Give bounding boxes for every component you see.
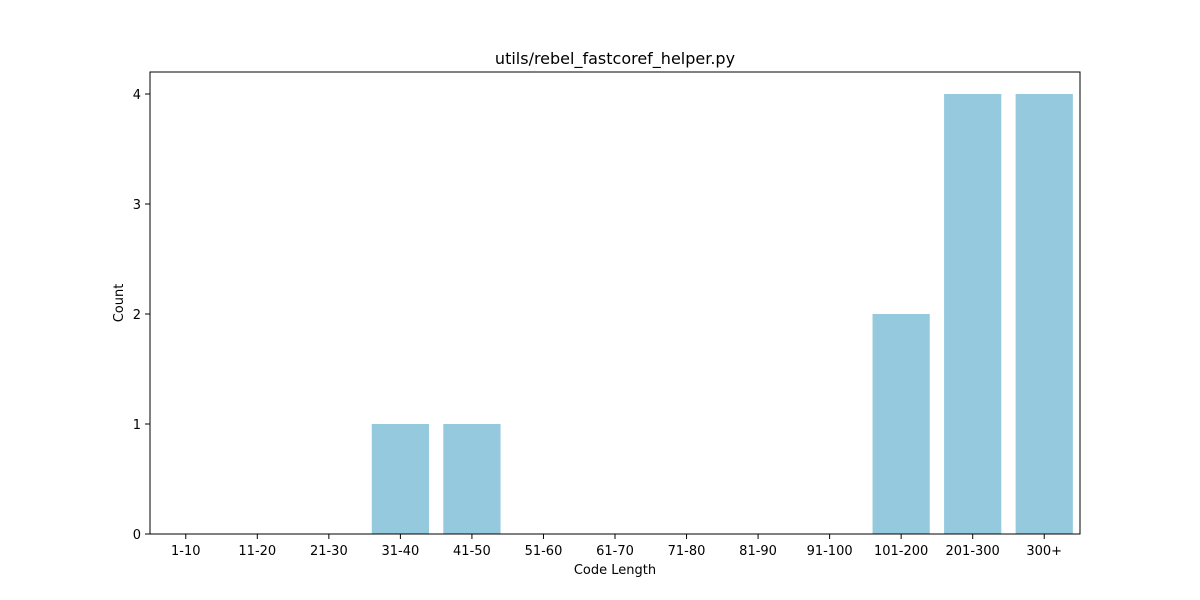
x-tick-label: 11-20 — [238, 544, 276, 559]
x-tick-label: 1-10 — [171, 544, 201, 559]
y-axis-label: Count — [112, 284, 127, 323]
x-tick-label: 101-200 — [874, 544, 928, 559]
x-tick-label: 71-80 — [668, 544, 706, 559]
x-axis-ticks: 1-10 11-20 21-30 31-40 41-50 51-60 61-70 71-80 8… — [171, 534, 1062, 559]
y-axis-ticks: 0 1 2 3 4 — [133, 88, 150, 543]
y-tick-label: 1 — [133, 418, 141, 433]
x-tick-label: 21-30 — [310, 544, 348, 559]
x-tick-label: 300+ — [1026, 544, 1062, 559]
plot-area-frame — [149, 71, 1081, 535]
x-axis-label: Code Length — [574, 563, 656, 578]
y-tick-label: 0 — [133, 528, 141, 543]
x-tick-label: 201-300 — [946, 544, 1000, 559]
bar-41-50 — [443, 424, 501, 534]
bar-101-200 — [872, 314, 930, 534]
y-tick-label: 3 — [133, 198, 141, 213]
x-tick-label: 31-40 — [381, 544, 419, 559]
x-tick-label: 41-50 — [453, 544, 491, 559]
x-tick-label: 91-100 — [807, 544, 853, 559]
x-tick-label: 81-90 — [739, 544, 777, 559]
x-tick-label: 51-60 — [525, 544, 563, 559]
y-tick-label: 2 — [133, 308, 141, 323]
y-tick-label: 4 — [133, 88, 141, 103]
bars-group — [371, 94, 1073, 534]
bar-300+ — [1015, 94, 1073, 534]
chart-title: utils/rebel_fastcoref_helper.py — [495, 49, 735, 69]
x-tick-label: 61-70 — [596, 544, 634, 559]
bar-201-300 — [944, 94, 1002, 534]
bar-31-40 — [371, 424, 429, 534]
